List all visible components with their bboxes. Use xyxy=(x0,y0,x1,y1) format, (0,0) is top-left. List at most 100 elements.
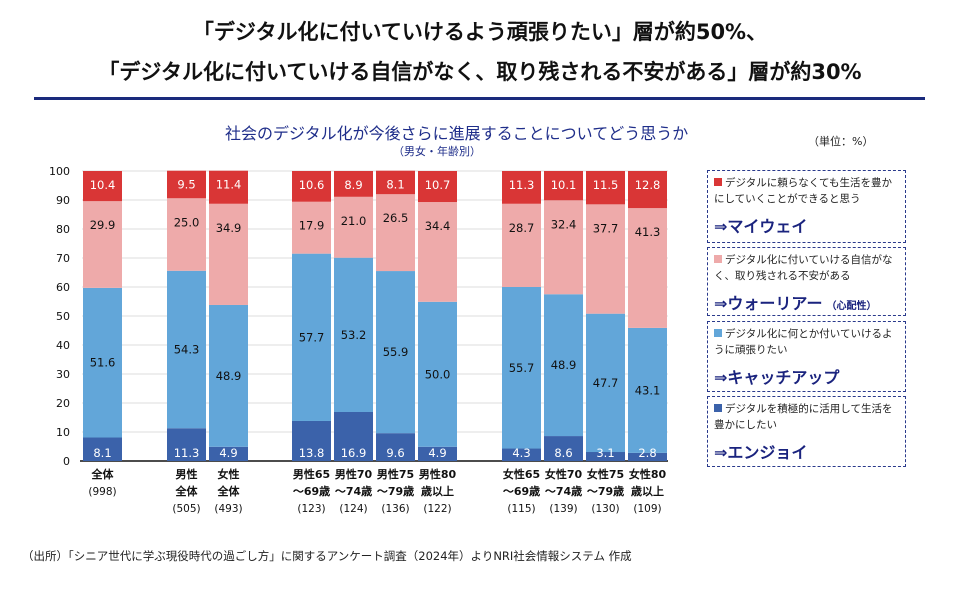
y-tick-label: 70 xyxy=(56,252,70,265)
bar-segment-0 xyxy=(209,446,248,461)
bar-segment-0 xyxy=(418,446,457,461)
legend-item-enjoy: デジタルを積極的に活用して生活を豊かにしたい ⇒エンジョイ xyxy=(707,396,906,467)
bar-segment-3 xyxy=(167,170,206,199)
data-label: 50.0 xyxy=(425,367,451,381)
chart-title: 社会のデジタル化が今後さらに進展することについてどう思うか xyxy=(225,124,689,143)
data-label: 11.4 xyxy=(216,178,242,192)
x-tick-label: 男性80 xyxy=(419,467,457,481)
bar-segment-3 xyxy=(628,171,667,209)
bar-segment-0 xyxy=(83,437,122,461)
bar-segment-1 xyxy=(544,294,583,437)
bar-segment-3 xyxy=(334,171,373,197)
y-tick-label: 40 xyxy=(56,339,70,352)
data-label: 9.6 xyxy=(386,446,404,460)
bar-segment-1 xyxy=(334,257,373,412)
data-label: 51.6 xyxy=(90,356,116,370)
bar-segment-2 xyxy=(83,201,122,288)
x-tick-label: 〜79歳 xyxy=(587,484,624,498)
x-tick-label: 女性75 xyxy=(587,467,624,481)
headline-line-1: 「デジタル化に付いていけるよう頑張りたい」層が約50%、 xyxy=(192,20,768,44)
x-tick-label: (122) xyxy=(423,503,451,515)
bar-segment-3 xyxy=(209,170,248,204)
data-label: 11.3 xyxy=(174,446,200,460)
data-label: 16.9 xyxy=(341,446,367,460)
legend-item-myway: デジタルに頼らなくても生活を豊かにしていくことができると思う ⇒マイウェイ xyxy=(707,170,906,243)
data-label: 10.6 xyxy=(299,178,325,192)
bar-segment-2 xyxy=(544,200,583,295)
y-tick-label: 100 xyxy=(49,165,70,178)
legend-swatch-darkblue xyxy=(714,404,722,412)
bar-segment-0 xyxy=(167,428,206,461)
data-label: 13.8 xyxy=(299,446,325,460)
bar-segment-2 xyxy=(334,196,373,258)
x-tick-label: 〜74歳 xyxy=(335,484,372,498)
bar-segment-3 xyxy=(544,171,583,201)
bar-segment-1 xyxy=(209,304,248,447)
data-label: 29.9 xyxy=(90,218,116,232)
x-tick-label: 〜69歳 xyxy=(293,484,330,498)
y-tick-label: 80 xyxy=(56,223,70,236)
y-tick-label: 10 xyxy=(56,426,70,439)
data-label: 34.9 xyxy=(216,221,242,235)
data-label: 8.1 xyxy=(386,178,404,192)
bar-segment-0 xyxy=(292,420,331,461)
data-label: 10.4 xyxy=(90,178,116,192)
bar-segment-2 xyxy=(167,198,206,271)
bar-segment-1 xyxy=(418,301,457,447)
x-tick-label: 男性70 xyxy=(335,467,373,481)
headline-line-2: 「デジタル化に付いていける自信がなく、取り残される不安がある」層が約30% xyxy=(98,60,862,84)
bar-segment-3 xyxy=(376,170,415,195)
y-tick-label: 60 xyxy=(56,281,70,294)
x-tick-label: (493) xyxy=(214,503,242,515)
bar-segment-0 xyxy=(628,452,667,461)
data-label: 43.1 xyxy=(635,383,661,397)
data-label: 4.9 xyxy=(428,446,446,460)
x-tick-label: (139) xyxy=(549,503,577,515)
y-tick-label: 20 xyxy=(56,397,70,410)
data-labels: 8.1 51.6 29.9 10.4 11.3 54.3 25.0 9.5 4.9 48.9 34.… xyxy=(90,178,661,460)
data-label: 53.2 xyxy=(341,328,367,342)
y-tick-label: 0 xyxy=(63,455,70,468)
data-label: 11.3 xyxy=(509,178,535,192)
data-label: 48.9 xyxy=(551,358,577,372)
data-label: 41.3 xyxy=(635,225,661,239)
data-label: 48.9 xyxy=(216,369,242,383)
legend-swatch-pink xyxy=(714,255,722,263)
bars xyxy=(83,170,667,461)
x-tick-label: (109) xyxy=(633,503,661,515)
data-label: 54.3 xyxy=(174,342,200,356)
source-note: （出所）「シニア世代に学ぶ現役時代の過ごし方」に関するアンケート調査（2024年… xyxy=(22,549,632,563)
bar-segment-0 xyxy=(376,433,415,461)
x-tick-label: 〜74歳 xyxy=(545,484,582,498)
bar-segment-3 xyxy=(83,171,122,202)
x-tick-label: 〜79歳 xyxy=(377,484,414,498)
x-tick-label: (505) xyxy=(172,503,200,515)
data-label: 37.7 xyxy=(593,221,619,235)
data-label: 8.1 xyxy=(93,446,111,460)
bar-segment-2 xyxy=(628,208,667,328)
bar-segment-0 xyxy=(586,452,625,461)
legend-item-catchup: デジタル化に何とか付いていけるように頑張りたい ⇒キャッチアップ xyxy=(707,321,906,392)
x-tick-label: 歳以上 xyxy=(421,484,454,498)
data-label: 4.9 xyxy=(219,446,237,460)
data-label: 3.1 xyxy=(596,446,614,460)
bar-segment-3 xyxy=(292,171,331,202)
bar-segment-0 xyxy=(502,448,541,461)
x-tick-label: 全体 xyxy=(175,484,199,498)
x-tick-label: 女性65 xyxy=(503,467,540,481)
bar-segment-1 xyxy=(83,287,122,438)
data-label: 9.5 xyxy=(177,178,195,192)
data-label: 11.5 xyxy=(593,178,619,192)
chart-subtitle: （男女・年齢別） xyxy=(393,145,481,158)
x-axis-labels: 全体(998)男性全体(505)女性全体(493)男性65〜69歳(123)男性… xyxy=(88,467,666,515)
data-label: 32.4 xyxy=(551,217,577,231)
x-tick-label: 男性75 xyxy=(377,467,414,481)
data-label: 8.6 xyxy=(554,446,572,460)
legend-name: ⇒ウォーリアー xyxy=(714,294,823,313)
y-tick-label: 30 xyxy=(56,368,70,381)
bar-segment-1 xyxy=(167,270,206,429)
x-tick-label: 全体 xyxy=(91,467,115,481)
x-tick-label: 全体 xyxy=(217,484,241,498)
bar-segment-1 xyxy=(376,271,415,434)
